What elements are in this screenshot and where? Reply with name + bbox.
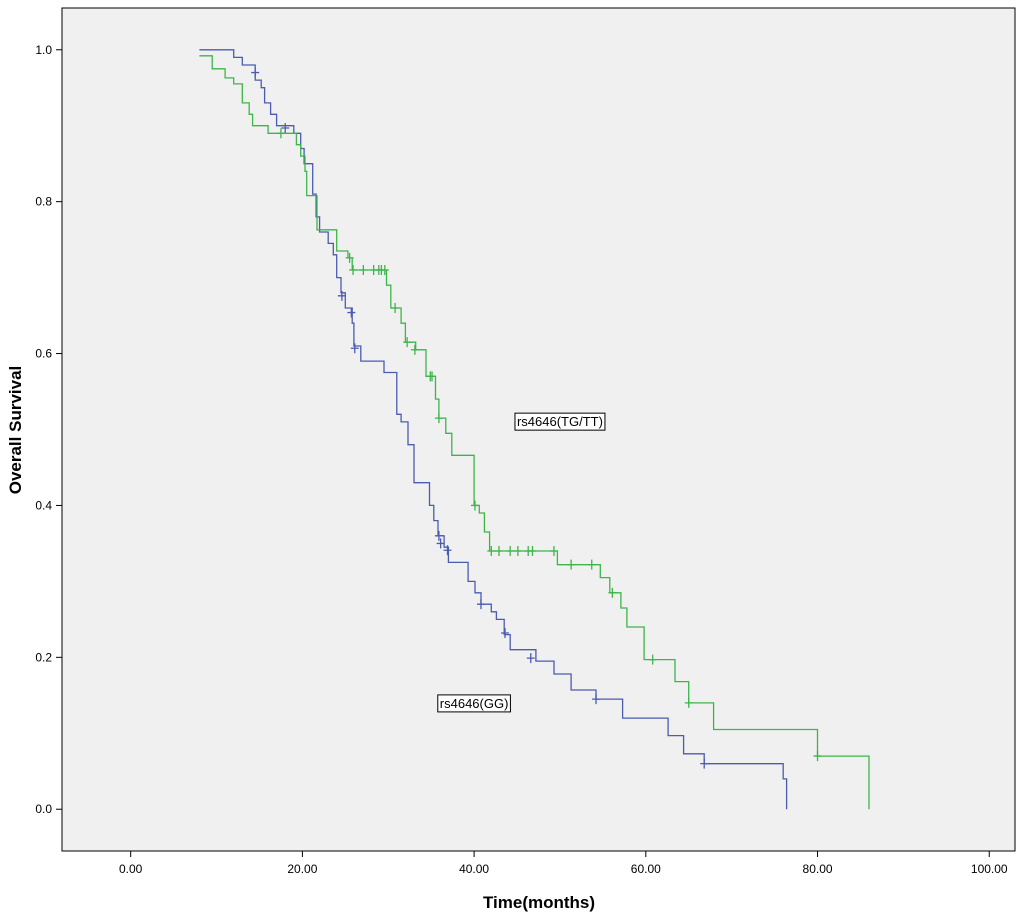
series-label-text: rs4646(GG)	[440, 696, 509, 711]
censor-mark	[434, 530, 443, 541]
censor-mark	[349, 265, 358, 276]
censor-mark	[487, 546, 496, 557]
censor-mark	[513, 546, 522, 557]
y-tick-label: 0.8	[35, 195, 52, 209]
y-tick-label: 1.0	[35, 43, 52, 57]
censor-mark	[345, 252, 354, 263]
series-label-text: rs4646(TG/TT)	[517, 414, 603, 429]
censor-mark	[443, 545, 452, 556]
y-tick-label: 0.2	[35, 650, 52, 664]
censor-mark	[251, 67, 260, 78]
censor-mark	[549, 546, 558, 557]
censor-mark	[648, 654, 657, 665]
censor-mark	[281, 122, 290, 133]
censor-mark	[276, 128, 285, 139]
censor-mark	[434, 413, 443, 424]
censor-mark	[470, 500, 479, 511]
censor-mark	[476, 599, 485, 610]
censor-mark	[587, 559, 596, 570]
series-label-box	[437, 694, 511, 713]
censor-mark	[526, 653, 535, 664]
censor-mark	[506, 546, 515, 557]
censor-mark	[347, 307, 356, 318]
censor-mark	[380, 265, 389, 276]
series-layer	[199, 49, 870, 810]
censor-mark	[495, 546, 504, 557]
x-tick-label: 20.00	[287, 862, 317, 876]
censor-mark	[684, 697, 693, 708]
y-axis-title: Overall Survival	[6, 366, 25, 495]
censor-mark	[391, 302, 400, 313]
censor-mark	[337, 290, 346, 301]
x-tick-label: 60.00	[631, 862, 661, 876]
series-label: rs4646(TG/TT)	[514, 412, 606, 431]
censor-mark	[528, 546, 537, 557]
censor-mark	[428, 371, 437, 382]
y-tick-label: 0.4	[35, 498, 52, 512]
censor-mark	[436, 538, 445, 549]
censor-mark	[567, 559, 576, 570]
x-tick-label: 80.00	[803, 862, 833, 876]
censor-mark	[410, 344, 419, 355]
series-label-box	[514, 412, 606, 431]
censor-mark	[592, 694, 601, 705]
censor-mark	[403, 337, 412, 348]
censor-mark	[359, 265, 368, 276]
censor-mark	[350, 343, 359, 354]
series-label: rs4646(GG)	[437, 694, 511, 713]
x-axis-title: Time(months)	[483, 893, 595, 912]
x-tick-label: 0.00	[119, 862, 143, 876]
censor-mark	[608, 587, 617, 598]
censor-mark	[813, 751, 822, 762]
y-tick-label: 0.6	[35, 347, 52, 361]
axes: 0.00 20.00 40.00 60.00 80.00 100.00 0.0 0.2 0.4 0…	[35, 43, 1008, 876]
y-tick-label: 0.0	[35, 802, 52, 816]
x-tick-label: 100.00	[971, 862, 1008, 876]
series-labels: rs4646(GG) rs4646(TG/TT)	[437, 412, 606, 713]
x-tick-label: 40.00	[459, 862, 489, 876]
censor-mark	[501, 628, 510, 639]
censor-mark	[700, 758, 709, 769]
